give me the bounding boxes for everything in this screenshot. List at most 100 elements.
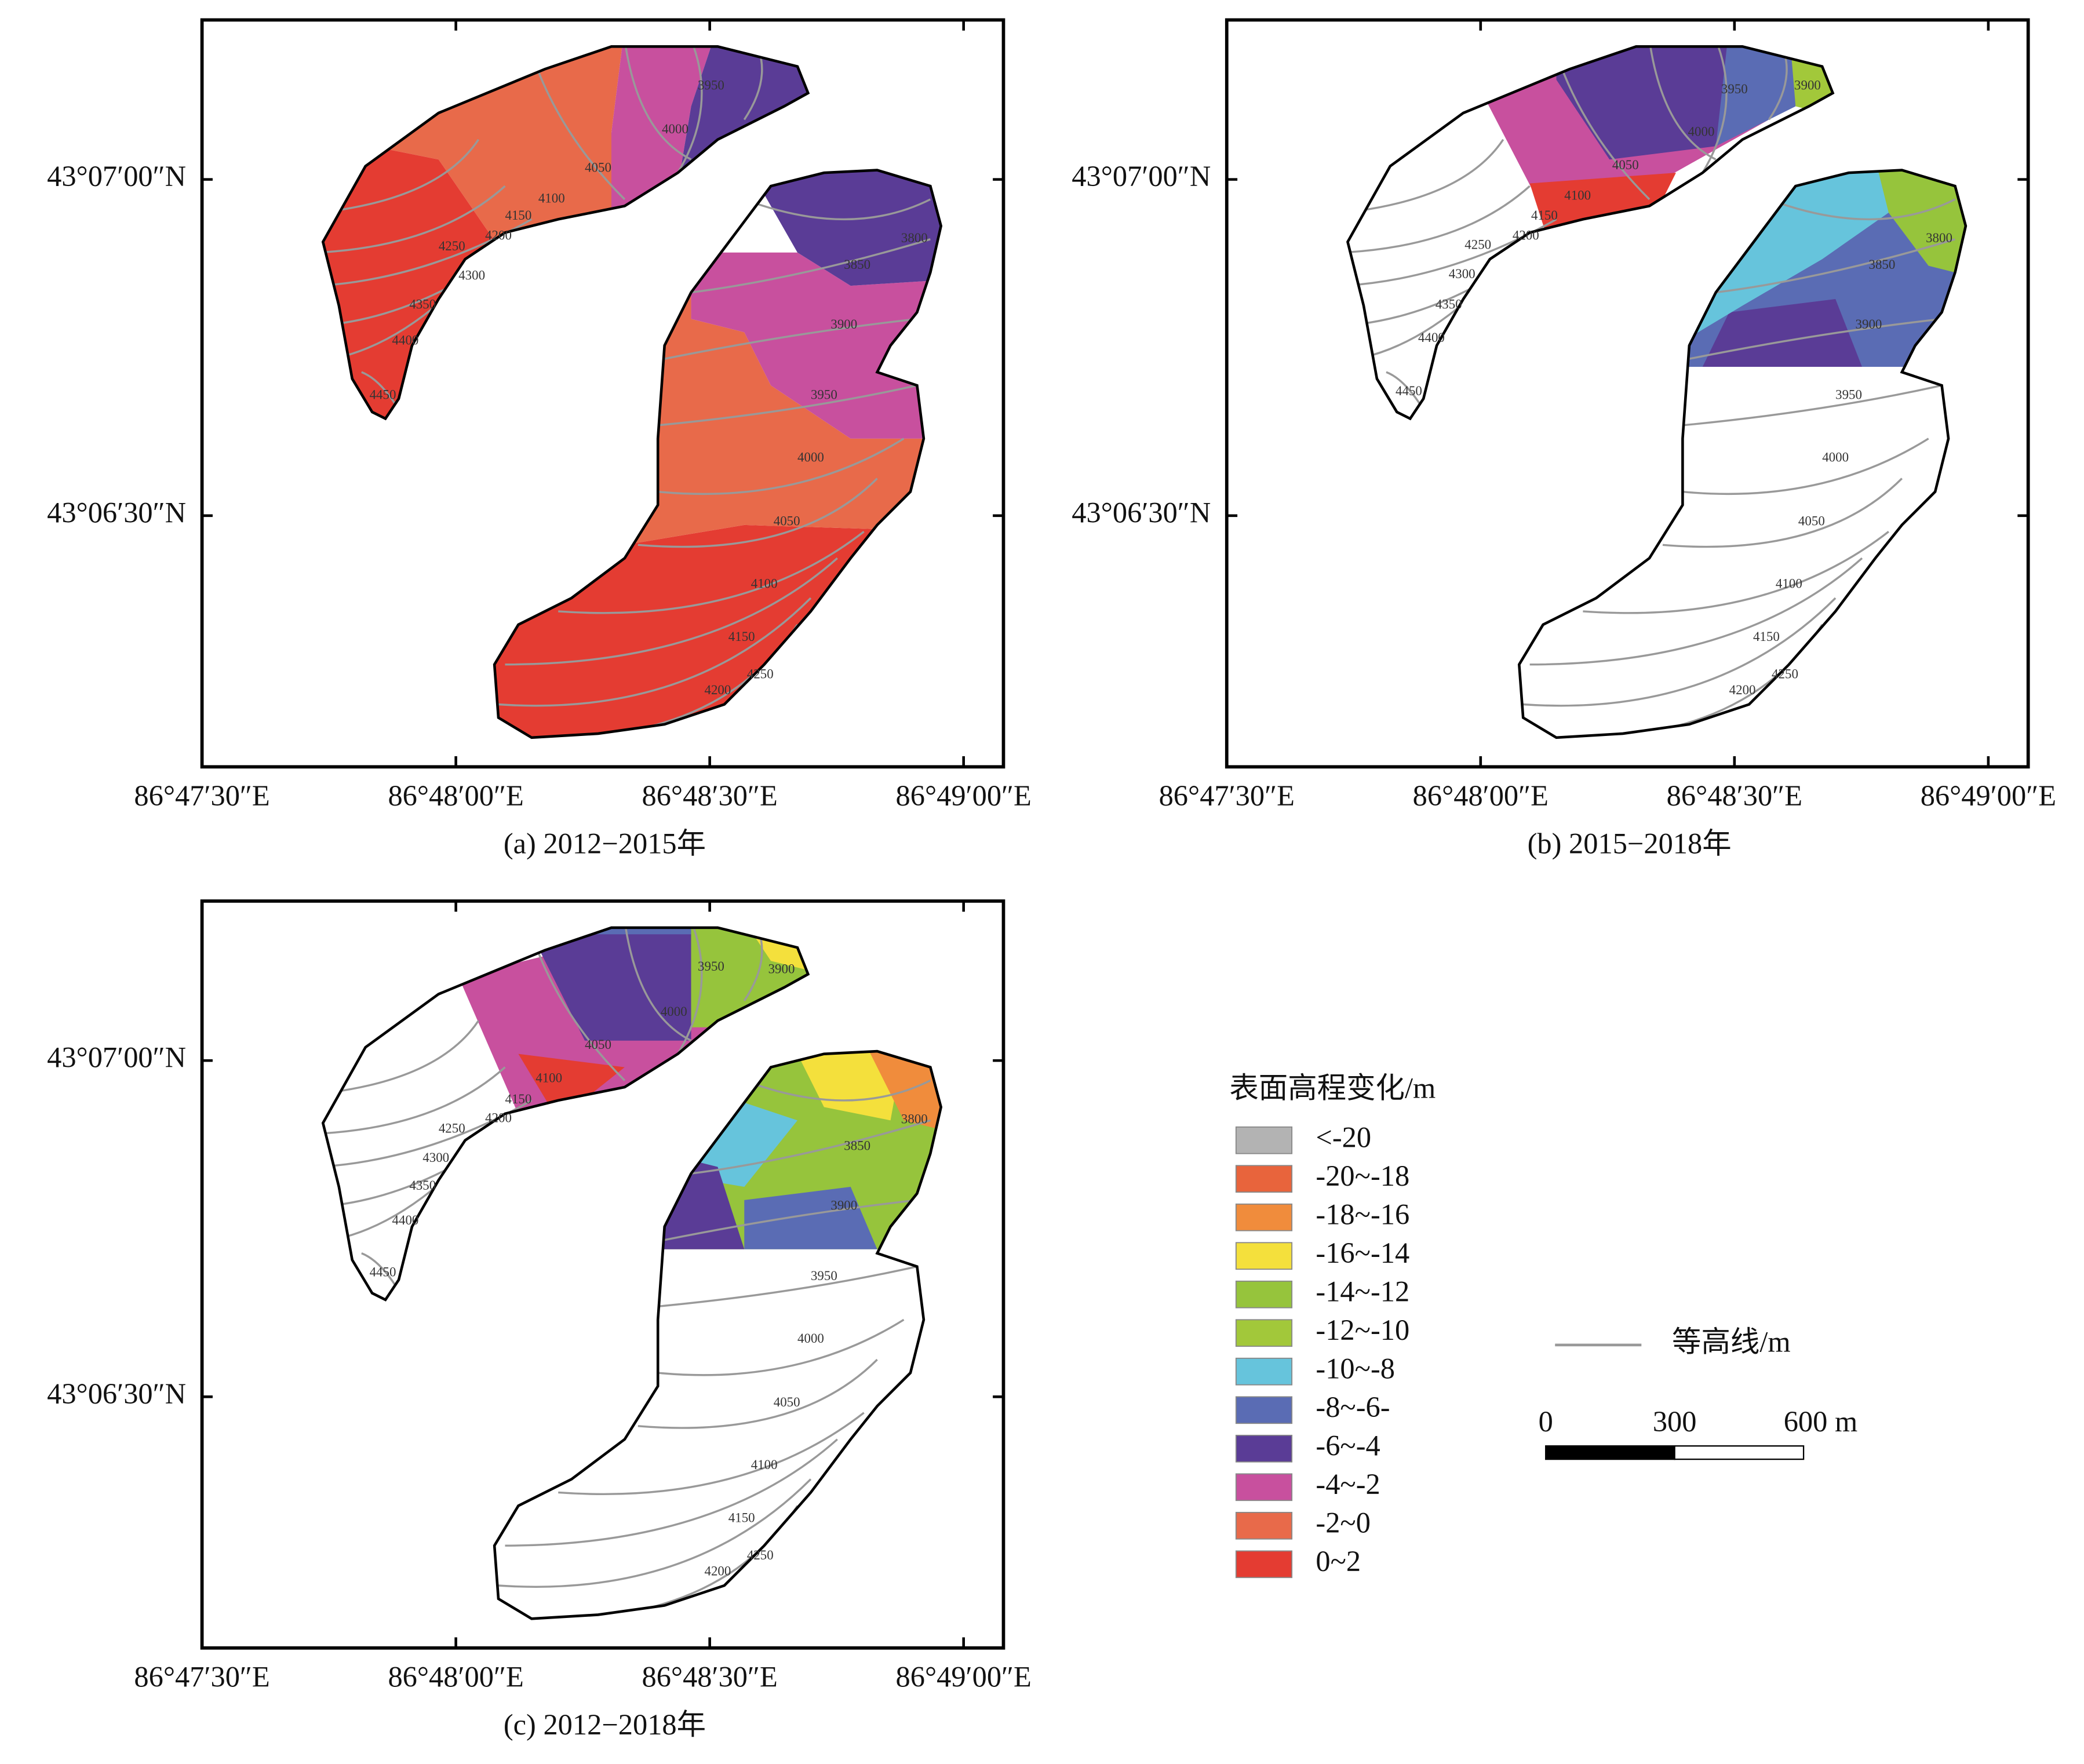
contour-label: 4050 [1798, 514, 1825, 529]
x-tick-label: 86°47′30″E [1159, 779, 1295, 812]
x-tick-label: 86°47′30″E [134, 779, 269, 812]
contour-line [498, 597, 812, 707]
contour-line [691, 238, 931, 294]
contour-line [323, 1020, 480, 1095]
map-frame [1225, 18, 2030, 769]
contour-label: 4100 [751, 576, 778, 591]
glacier-outline [321, 45, 810, 421]
map-panel: 3950 4000 4050 4100 4150 4200 4250 4300 4350 4400… [47, 18, 1032, 859]
contour-line [624, 927, 692, 1042]
contour-label: 4000 [797, 450, 824, 464]
elevation-zone [1715, 46, 1796, 147]
contour-label: 4100 [1776, 576, 1802, 591]
contour-line [1583, 530, 1889, 614]
x-tick-label: 86°49′00″E [1921, 779, 2056, 812]
contour-line [1689, 318, 1942, 360]
contour-label: 4200 [1513, 228, 1539, 242]
contour-line [637, 1358, 878, 1429]
elevation-zone [494, 524, 941, 738]
legend-swatch [1235, 1434, 1293, 1463]
contour-label: 4150 [505, 208, 531, 223]
contour-label: 3900 [1794, 78, 1821, 92]
legend-label: -18~-16 [1316, 1198, 1409, 1230]
contour-label: 4050 [585, 161, 611, 175]
contour-line [1523, 597, 1837, 707]
contour-line [1662, 478, 1903, 548]
legend-swatch [1235, 1126, 1293, 1154]
y-tick-label: 43°06′30″N [47, 1377, 186, 1410]
contour-label: 4250 [439, 239, 465, 253]
y-tick-label: 43°06′30″N [1072, 496, 1211, 529]
contour-line [361, 371, 397, 406]
contour-label: 3900 [830, 1198, 857, 1213]
contour-label: 4250 [439, 1121, 465, 1136]
contour-line [658, 384, 917, 427]
legend-title: 表面高程变化/m [1229, 1071, 1436, 1104]
glacier-outline [1517, 169, 1968, 739]
contour-label: 4150 [505, 1092, 531, 1106]
y-tick-label: 43°07′00″N [47, 160, 186, 192]
contour-label: 4000 [1688, 125, 1715, 139]
contour-line [658, 438, 905, 495]
scale-bar-label: 600 m [1784, 1405, 1858, 1438]
elevation-zone [531, 927, 691, 935]
contour-line [1715, 238, 1956, 294]
contour-line [505, 557, 838, 666]
legend-label: <-20 [1316, 1121, 1371, 1153]
contour-label: 3800 [901, 231, 928, 245]
legend-label: -2~0 [1316, 1506, 1371, 1539]
contour-label: 4100 [535, 1070, 562, 1085]
contour-label: 3850 [844, 1138, 870, 1153]
contour-label: 3800 [901, 1112, 928, 1127]
contour-line [677, 927, 703, 1055]
legend-swatch [1235, 1165, 1293, 1193]
contour-label: 4150 [728, 1511, 755, 1525]
elevation-zone [1788, 46, 1833, 120]
y-tick-label: 43°06′30″N [47, 496, 186, 529]
contour-line [1386, 371, 1422, 406]
legend-swatch [1235, 1242, 1293, 1270]
contour-label: 4400 [1418, 330, 1445, 345]
contour-label: 3950 [698, 78, 724, 92]
legend-swatch [1235, 1396, 1293, 1424]
legend-label: -20~-18 [1316, 1160, 1409, 1192]
contour-line [558, 530, 865, 614]
y-tick-label: 43°07′00″N [1072, 160, 1211, 192]
contour-line [664, 318, 917, 360]
legend-swatch [1235, 1280, 1293, 1309]
contour-line [677, 46, 703, 174]
contour-label: 4300 [1449, 267, 1475, 281]
legend-label: -14~-12 [1316, 1275, 1409, 1307]
contour-label: 4050 [1612, 158, 1639, 172]
legend-swatch [1235, 1550, 1293, 1579]
contour-label: 3900 [1856, 317, 1882, 331]
contour-label: 4150 [728, 629, 755, 644]
contour-label: 3950 [811, 388, 837, 402]
contour-label: 3950 [1721, 82, 1748, 96]
contour-label: 4350 [409, 1178, 436, 1193]
contour-line [1347, 185, 1531, 254]
contour-label: 4200 [704, 683, 731, 697]
contour-line [744, 198, 931, 221]
x-tick-label: 86°48′00″E [388, 779, 523, 812]
legend-label: -6~-4 [1316, 1429, 1380, 1462]
contour-line [624, 46, 692, 161]
contour-label: 3900 [768, 961, 795, 976]
contour-line [323, 139, 480, 214]
elevation-zone [531, 927, 691, 1041]
glacier-outline [493, 1049, 943, 1620]
contour-line [530, 53, 626, 201]
elevation-zone [744, 170, 941, 286]
x-tick-label: 86°48′30″E [1667, 779, 1802, 812]
contour-label: 3900 [830, 317, 857, 331]
legend-label: 0~2 [1316, 1545, 1361, 1577]
scale-bar-label: 300 [1653, 1405, 1697, 1438]
contour-line [744, 1079, 931, 1102]
contour-line [1347, 139, 1504, 214]
contour-label: 4200 [704, 1563, 731, 1578]
x-tick-label: 86°47′30″E [134, 1660, 269, 1693]
contour-line [1682, 438, 1929, 495]
elevation-zone [518, 1054, 625, 1121]
scale-bar-label: 0 [1539, 1405, 1553, 1438]
